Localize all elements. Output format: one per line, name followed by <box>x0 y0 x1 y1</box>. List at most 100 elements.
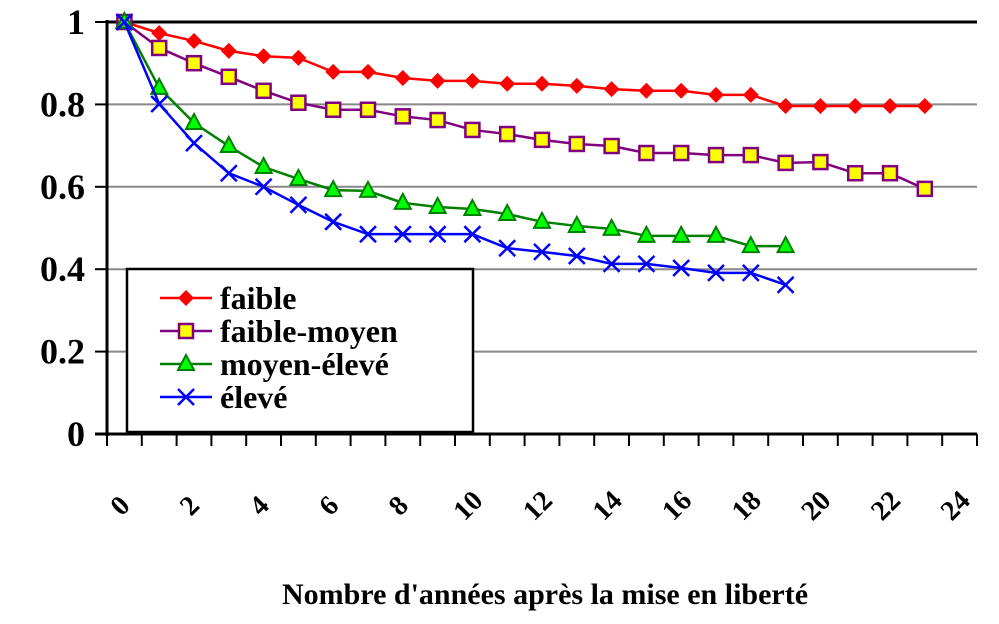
square-marker <box>185 54 203 72</box>
triangle-marker <box>462 197 483 217</box>
square-marker <box>881 164 899 182</box>
square-marker <box>568 135 586 153</box>
triangle-marker <box>149 76 169 95</box>
x-marker <box>463 225 482 244</box>
diamond-marker <box>638 82 655 99</box>
square-marker <box>498 125 516 143</box>
diamond-marker <box>394 70 411 87</box>
triangle-marker <box>184 111 204 130</box>
diamond-marker <box>220 42 237 59</box>
x-tick-label: 12 <box>517 485 559 527</box>
x-tick-label: 8 <box>383 490 415 522</box>
x-tick-label: 10 <box>448 485 490 527</box>
legend-label: faible <box>220 280 296 316</box>
diamond-marker <box>742 86 759 103</box>
legend-label: élevé <box>220 379 288 415</box>
diamond-marker <box>777 98 794 115</box>
x-marker <box>254 177 273 196</box>
x-marker <box>324 212 343 231</box>
diamond-marker <box>534 75 550 92</box>
triangle-marker <box>706 224 726 243</box>
diamond-marker <box>499 75 516 92</box>
x-marker <box>567 247 586 265</box>
x-marker <box>393 225 412 244</box>
y-tick-label: 0.8 <box>40 84 85 124</box>
series-line <box>123 21 786 248</box>
diamond-marker <box>673 82 690 99</box>
diamond-marker <box>916 98 933 115</box>
y-tick-label: 0 <box>67 414 85 454</box>
x-marker <box>219 164 238 183</box>
square-marker <box>150 39 168 57</box>
square-marker <box>324 101 342 119</box>
x-marker <box>150 95 169 113</box>
triangle-marker <box>219 134 239 154</box>
diamond-marker <box>255 48 272 65</box>
x-tick-label: 16 <box>656 485 698 527</box>
x-marker <box>741 264 760 282</box>
series-lines <box>114 10 934 294</box>
legend-label: faible-moyen <box>220 313 398 349</box>
x-tick-label: 20 <box>796 485 838 527</box>
triangle-marker <box>741 235 761 254</box>
x-tick-label: 0 <box>104 490 136 522</box>
square-marker <box>255 82 272 100</box>
series-line <box>124 20 925 108</box>
square-marker <box>359 101 377 119</box>
x-marker <box>533 243 551 261</box>
x-marker <box>185 134 203 153</box>
x-marker <box>115 13 134 31</box>
series-faible <box>116 14 933 115</box>
square-marker <box>533 131 551 149</box>
triangle-marker <box>176 352 196 371</box>
square-marker <box>394 108 412 125</box>
x-tick-label: 2 <box>174 490 206 522</box>
series-faible-moyen <box>116 13 934 198</box>
triangle-marker <box>358 179 378 198</box>
triangle-marker <box>427 195 448 214</box>
x-tick-label: 22 <box>865 485 907 527</box>
triangle-marker <box>567 214 587 233</box>
x-marker <box>177 388 195 406</box>
square-marker <box>603 137 620 155</box>
triangle-marker <box>532 210 552 229</box>
square-marker <box>742 146 760 164</box>
diamond-marker <box>464 72 481 89</box>
diamond-marker <box>178 290 194 306</box>
square-marker <box>177 322 195 340</box>
diamond-marker <box>186 32 202 49</box>
triangle-marker <box>775 235 796 254</box>
x-marker <box>289 196 308 214</box>
diamond-marker <box>290 49 307 66</box>
x-tick-label: 6 <box>313 490 345 522</box>
diamond-marker <box>151 25 168 42</box>
square-marker <box>290 94 307 112</box>
diamond-marker <box>812 98 829 115</box>
square-marker <box>812 153 829 171</box>
diamond-marker <box>325 63 342 80</box>
series-line <box>123 21 787 287</box>
square-marker <box>672 144 690 162</box>
legend-label: moyen-élevé <box>220 346 389 382</box>
triangle-marker <box>288 167 309 186</box>
diamond-marker <box>882 98 898 115</box>
diamond-marker <box>568 77 585 94</box>
triangle-marker <box>671 224 691 243</box>
x-tick-label: 4 <box>244 490 276 522</box>
diamond-marker <box>708 86 724 103</box>
diamond-marker <box>429 72 446 89</box>
x-tick-label: 24 <box>935 485 977 527</box>
x-marker <box>428 225 447 244</box>
series-élevé <box>115 13 795 294</box>
triangle-marker <box>636 224 657 243</box>
x-marker <box>637 254 656 273</box>
y-tick-label: 0.4 <box>40 249 85 289</box>
square-marker <box>464 121 481 139</box>
diamond-marker <box>603 81 620 98</box>
x-axis-label: Nombre d'années après la mise en liberté <box>282 578 808 611</box>
square-marker <box>220 68 238 86</box>
diamond-marker <box>360 63 376 80</box>
x-tick-label: 14 <box>587 485 629 527</box>
